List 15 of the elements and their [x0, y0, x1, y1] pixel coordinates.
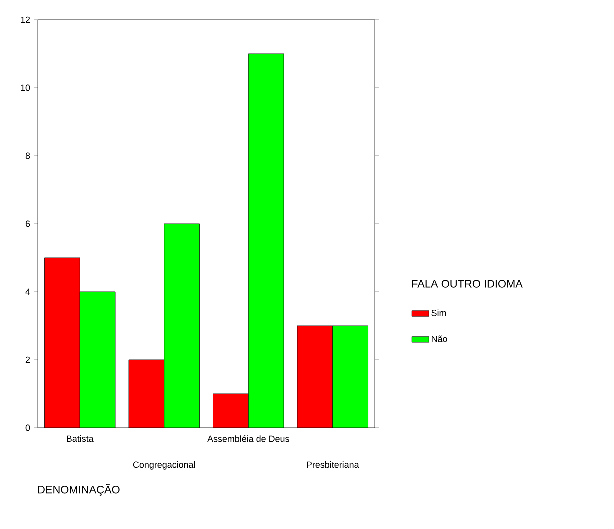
- y-tick-label: 6: [26, 220, 30, 228]
- y-tick-label: 8: [26, 152, 30, 160]
- x-tick-label: Congregacional: [133, 462, 196, 470]
- y-tick-label: 10: [21, 84, 30, 92]
- y-tick-label: 4: [26, 288, 30, 296]
- x-tick-label: Assembléia de Deus: [208, 435, 290, 442]
- y-tick-label: 12: [21, 16, 30, 24]
- x-tick-label: Batista: [67, 436, 94, 442]
- legend-label: Sim: [432, 310, 446, 316]
- y-tick-label: 2: [26, 356, 30, 364]
- x-tick-label: Presbiteriana: [307, 462, 360, 468]
- legend-title: FALA OUTRO IDIOMA: [412, 280, 523, 288]
- y-tick-label: 0: [26, 424, 30, 432]
- legend-label: Não: [432, 336, 448, 342]
- x-axis-title: DENOMINAÇÃO: [38, 484, 120, 496]
